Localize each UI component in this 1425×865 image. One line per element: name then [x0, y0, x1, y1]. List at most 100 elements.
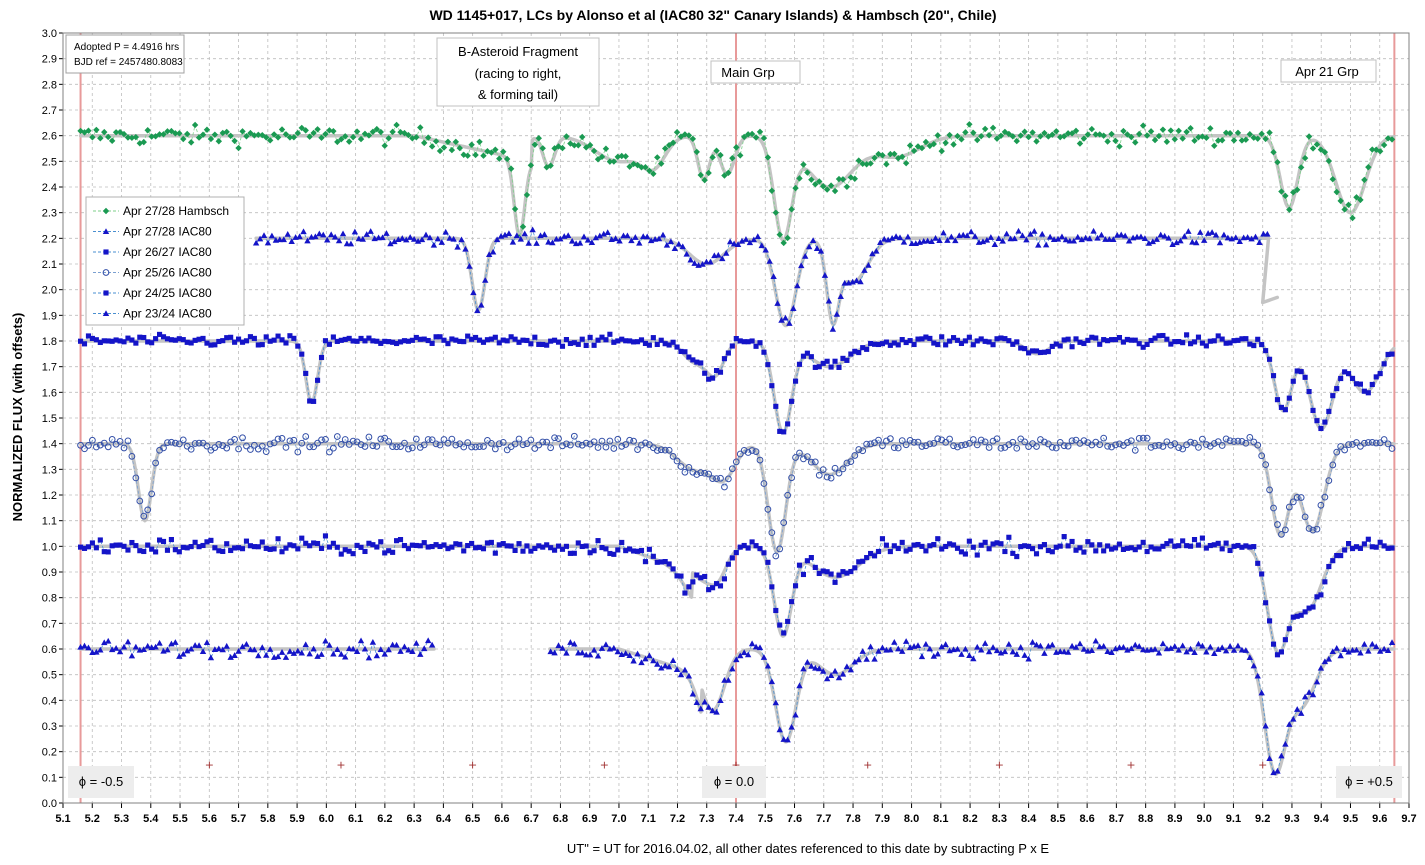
- data-point: [640, 233, 647, 240]
- y-tick-label: 2.5: [42, 156, 57, 168]
- data-point: [89, 436, 96, 444]
- data-point: [1021, 128, 1028, 135]
- data-point: [1189, 238, 1196, 245]
- data-point: [1235, 542, 1241, 549]
- data-point: [654, 660, 661, 667]
- data-point: [1267, 618, 1273, 624]
- data-point: [888, 235, 896, 241]
- data-point: [792, 711, 799, 718]
- data-point: [871, 341, 878, 347]
- legend-entry-label: Apr 26/27 IAC80: [123, 245, 212, 259]
- data-point: [343, 240, 351, 247]
- data-point: [851, 452, 859, 459]
- data-point: [974, 136, 981, 144]
- data-point: [1254, 672, 1261, 679]
- data-point: [1321, 148, 1329, 156]
- data-point: [856, 349, 862, 356]
- data-point: [836, 572, 842, 578]
- data-point: [604, 229, 611, 235]
- data-point: [366, 540, 372, 546]
- data-point: [1337, 197, 1344, 205]
- data-point: [719, 255, 726, 262]
- data-point: [564, 232, 572, 239]
- data-point: [140, 138, 147, 146]
- data-point: [808, 663, 815, 669]
- data-point: [931, 340, 937, 346]
- data-point: [516, 339, 522, 345]
- data-point: [899, 153, 906, 160]
- data-point: [548, 545, 554, 551]
- data-point: [713, 147, 720, 154]
- data-point: [428, 436, 436, 444]
- b-asteroid-line-3: & forming tail): [478, 87, 558, 102]
- data-point: [721, 356, 728, 362]
- data-point: [495, 440, 503, 448]
- data-point: [1078, 236, 1085, 243]
- data-point: [1116, 335, 1123, 341]
- x-tick-label: 5.1: [55, 813, 70, 825]
- data-point: [1131, 446, 1139, 454]
- data-point: [1238, 646, 1246, 653]
- data-point: [204, 340, 210, 346]
- data-point: [1226, 437, 1234, 445]
- data-point: [675, 240, 682, 247]
- data-point: [1376, 439, 1384, 447]
- data-point: [1357, 649, 1364, 656]
- data-point: [460, 443, 468, 451]
- data-point: [525, 240, 532, 246]
- data-point: [966, 334, 972, 340]
- data-point: [958, 136, 965, 143]
- data-point: [128, 134, 136, 141]
- data-point: [1305, 525, 1313, 532]
- data-point: [1136, 643, 1143, 649]
- data-point: [1306, 389, 1312, 395]
- data-point: [278, 649, 286, 655]
- data-point: [504, 543, 510, 549]
- data-point: [324, 236, 331, 243]
- data-point: [650, 335, 656, 341]
- data-point: [717, 151, 724, 159]
- data-point: [831, 187, 839, 195]
- data-point: [1353, 381, 1360, 387]
- data-point: [192, 337, 198, 343]
- data-point: [180, 135, 187, 143]
- data-point: [1018, 544, 1024, 550]
- x-tick-label: 8.8: [1138, 813, 1153, 825]
- data-point: [347, 240, 355, 247]
- data-point: [985, 132, 993, 139]
- data-point: [1100, 642, 1107, 649]
- data-point: [813, 245, 821, 251]
- data-point: [927, 543, 933, 549]
- data-point: [1023, 236, 1030, 243]
- plus-marker: +: [468, 759, 477, 772]
- data-point: [385, 646, 392, 653]
- data-point: [1128, 645, 1135, 652]
- data-point: [1019, 232, 1026, 239]
- data-point: [283, 340, 289, 346]
- data-point: [236, 336, 242, 342]
- data-point: [1168, 341, 1174, 347]
- data-point: [413, 639, 420, 646]
- phase-mid-box: ϕ = 0.0: [702, 766, 766, 798]
- data-point: [843, 459, 851, 467]
- data-point: [377, 646, 384, 652]
- data-point: [840, 355, 846, 361]
- data-point: [179, 436, 187, 444]
- data-point: [523, 440, 531, 448]
- data-point: [928, 238, 935, 245]
- data-point: [235, 647, 242, 654]
- data-point: [1248, 235, 1255, 242]
- data-point: [1082, 234, 1089, 241]
- data-point: [405, 338, 411, 344]
- data-point: [255, 342, 261, 348]
- data-point: [1094, 234, 1101, 241]
- data-point: [112, 129, 120, 136]
- data-point: [1385, 351, 1391, 357]
- data-point: [1140, 344, 1146, 350]
- data-point: [341, 436, 349, 443]
- data-point: [1203, 343, 1209, 349]
- data-point: [551, 145, 558, 152]
- data-point: [291, 543, 297, 549]
- data-point: [661, 446, 669, 454]
- data-point: [990, 541, 996, 547]
